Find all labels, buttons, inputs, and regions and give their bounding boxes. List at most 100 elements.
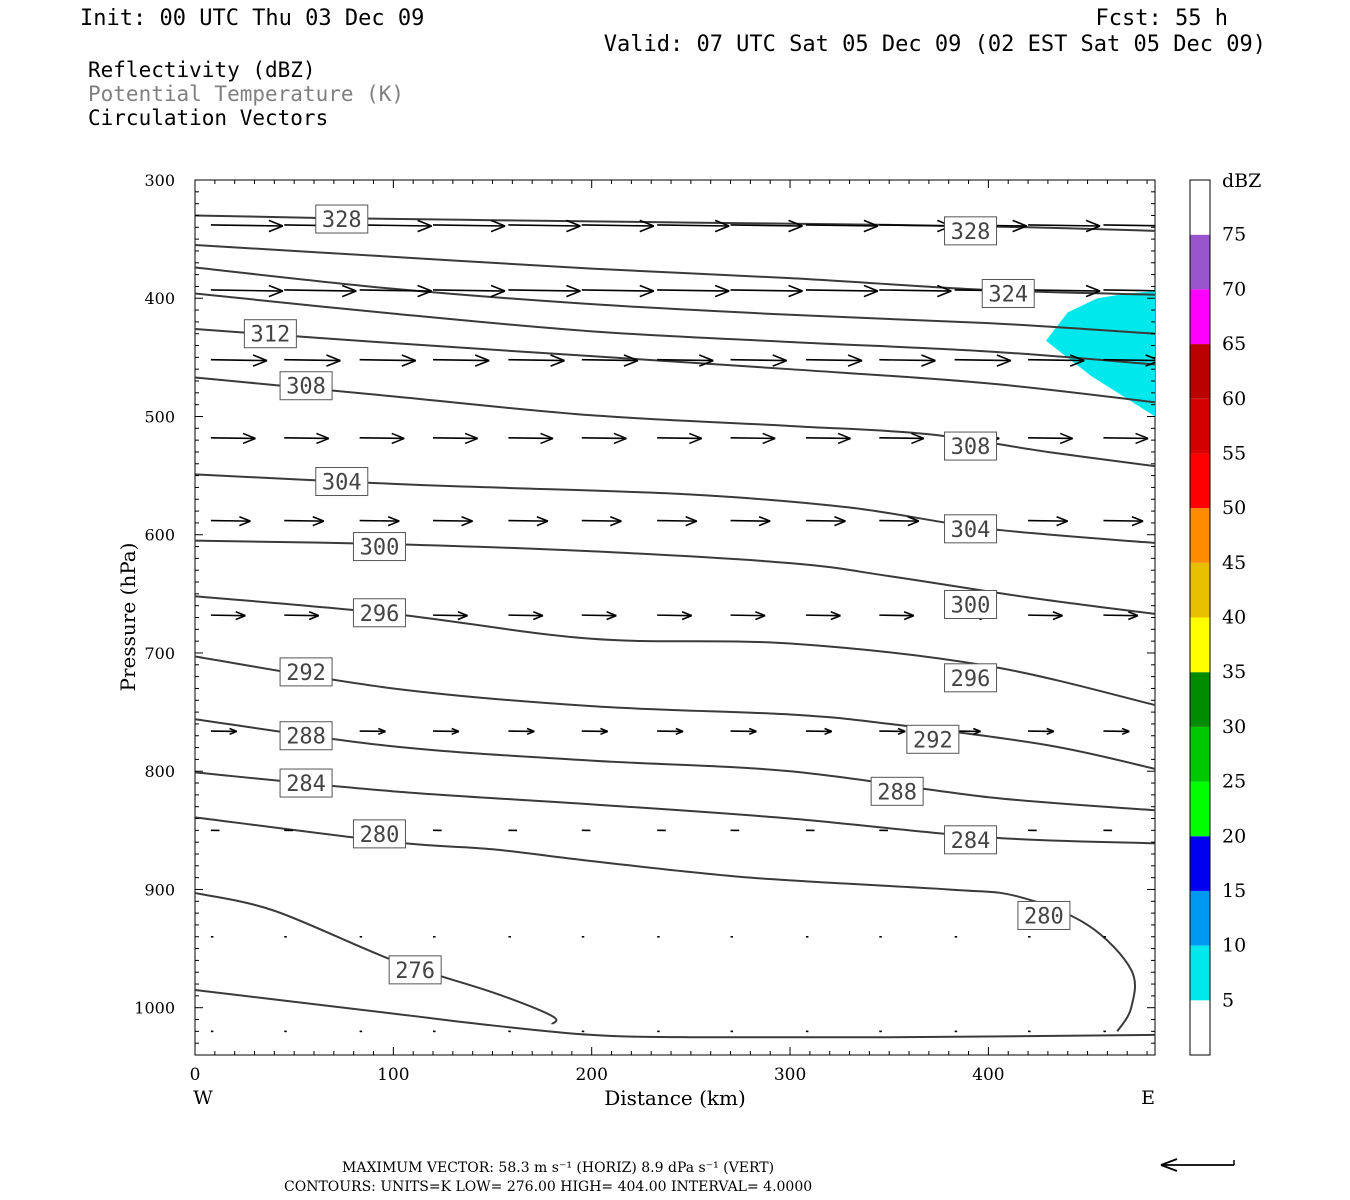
circulation-vector — [210, 515, 251, 527]
circulation-vector — [508, 354, 565, 367]
colorbar-swatch-55 — [1190, 398, 1210, 454]
circulation-vector — [433, 432, 478, 445]
circulation-vector — [879, 611, 915, 621]
circulation-vector — [581, 611, 617, 621]
circulation-vector — [1103, 611, 1139, 621]
contour-label-text: 296 — [951, 667, 991, 692]
theta-contour-280 — [195, 816, 1137, 1032]
circulation-vector — [284, 354, 341, 367]
circulation-vector — [1028, 219, 1101, 233]
colorbar-title: dBZ — [1222, 170, 1261, 192]
circulation-vector — [805, 284, 879, 298]
colorbar-swatch-25 — [1190, 726, 1210, 782]
colorbar: dBZ 5 10 15 20 25 30 35 40 45 50 55 60 65 70 75 — [1189, 170, 1261, 1056]
colorbar-level-label: 5 — [1222, 989, 1234, 1011]
colorbar-level-label: 25 — [1222, 771, 1246, 793]
circulation-vector — [210, 284, 284, 298]
circulation-vector — [508, 515, 549, 527]
circulation-vector — [210, 611, 246, 621]
circulation-vector — [1103, 432, 1149, 445]
reflectivity-region-5dbz — [1045, 291, 1155, 417]
colorbar-swatch-35 — [1190, 617, 1210, 673]
y-tick-label: 900 — [144, 880, 175, 899]
contour-label-text: 292 — [913, 728, 953, 753]
colorbar-level-label: 30 — [1222, 716, 1246, 738]
colorbar-level-label: 60 — [1222, 388, 1246, 410]
x-axis-title: Distance (km) — [604, 1086, 746, 1110]
circulation-vector — [730, 219, 803, 233]
max-vector-text: MAXIMUM VECTOR: 58.3 m s⁻¹ (HORIZ) 8.9 d… — [342, 1160, 774, 1176]
circulation-vector — [1103, 224, 1155, 227]
circulation-vector — [730, 354, 787, 367]
circulation-vector — [1028, 354, 1085, 367]
circulation-vector — [581, 354, 639, 367]
y-tick-label: 600 — [144, 526, 175, 545]
circulation-vector — [879, 727, 906, 736]
circulation-vector — [1028, 727, 1055, 736]
circulation-vector — [508, 611, 544, 621]
contour-label-text: 308 — [951, 435, 991, 460]
circulation-vector — [581, 515, 622, 527]
circulation-vector — [879, 284, 952, 298]
circulation-vector — [359, 727, 386, 736]
x-tick-label: 300 — [774, 1065, 806, 1085]
circulation-vector — [433, 515, 473, 527]
y-tick-label: 800 — [144, 762, 175, 781]
circulation-vector — [1028, 515, 1068, 527]
colorbar-swatch-20 — [1190, 781, 1210, 837]
tick-layer: 300 400 500 600 700 800 900 1000 0 100 200 300 400 — [134, 171, 1155, 1085]
circulation-vector — [284, 611, 320, 621]
circulation-vector — [284, 284, 357, 298]
circulation-vector — [1028, 611, 1063, 621]
circulation-vector — [657, 219, 730, 233]
contour-label-text: 304 — [322, 471, 362, 496]
colorbar-level-label: 20 — [1222, 825, 1246, 847]
circulation-vector — [210, 432, 256, 445]
contour-label-text: 304 — [951, 518, 991, 543]
theta-contour-272 — [195, 988, 1155, 1039]
contour-label-328: 328 — [944, 216, 998, 246]
circulation-vector — [1103, 515, 1144, 527]
y-tick-label: 300 — [144, 171, 175, 190]
theta-contour-320 — [195, 266, 1155, 335]
init-time-label: Init: 00 UTC Thu 03 Dec 09 — [80, 6, 424, 31]
circulation-vector — [359, 354, 417, 367]
colorbar-swatch-50 — [1190, 453, 1210, 509]
contour-label-text: 300 — [360, 536, 400, 561]
contour-label-308: 308 — [279, 371, 333, 401]
theta-contour-316 — [195, 292, 1155, 366]
contours-summary-text: CONTOURS: UNITS=K LOW= 276.00 HIGH= 404.… — [284, 1179, 812, 1195]
contour-label-text: 288 — [877, 780, 917, 805]
circulation-vector — [879, 515, 920, 527]
circulation-vector — [581, 727, 608, 736]
circulation-vector — [508, 727, 535, 736]
contour-label-288: 288 — [279, 721, 333, 751]
colorbar-level-label: 45 — [1222, 552, 1246, 574]
contour-label-280: 280 — [352, 819, 406, 849]
colorbar-swatch-60 — [1190, 344, 1210, 399]
circulation-vector — [508, 432, 554, 445]
contour-label-text: 284 — [951, 829, 991, 854]
colorbar-level-label: 50 — [1222, 497, 1246, 519]
circulation-vector — [657, 432, 703, 445]
colorbar-level-label: 35 — [1222, 661, 1246, 683]
colorbar-level-label: 15 — [1222, 880, 1246, 902]
colorbar-level-label: 55 — [1222, 442, 1246, 464]
contour-label-284: 284 — [944, 825, 998, 855]
y-tick-label: 400 — [144, 289, 175, 308]
circulation-vector — [730, 515, 771, 527]
contour-label-text: 312 — [250, 323, 290, 348]
y-axis-title: Pressure (hPa) — [116, 543, 140, 692]
contour-label-text: 296 — [360, 602, 400, 627]
circulation-vector — [359, 219, 432, 233]
circulation-vector — [210, 354, 268, 367]
plot-area: 328 328 324 312 308 308 304 304 300 300 296 296 292 2… — [134, 171, 1156, 1085]
circulation-vector — [1103, 289, 1155, 292]
circulation-vector — [879, 354, 936, 367]
contour-label-304: 304 — [944, 514, 998, 544]
contour-label-text: 288 — [286, 725, 326, 750]
field-theta-label: Potential Temperature (K) — [88, 82, 404, 106]
reflectivity-layer — [1045, 291, 1155, 417]
y-tick-label: 500 — [144, 407, 175, 426]
colorbar-level-label: 40 — [1222, 607, 1246, 629]
